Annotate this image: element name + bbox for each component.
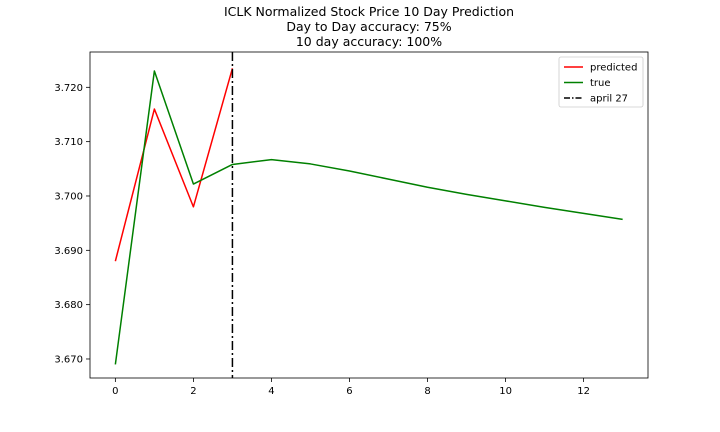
legend-label: true bbox=[590, 78, 611, 89]
y-tick-label: 3.720 bbox=[54, 83, 83, 94]
y-tick-label: 3.690 bbox=[54, 246, 83, 257]
y-tick-label: 3.700 bbox=[54, 191, 83, 202]
legend-box bbox=[558, 56, 644, 108]
x-tick-label: 12 bbox=[577, 386, 590, 397]
x-tick-label: 8 bbox=[424, 386, 430, 397]
chart-title-line-2: Day to Day accuracy: 75% bbox=[286, 19, 451, 34]
x-tick-label: 4 bbox=[268, 386, 274, 397]
x-tick-label: 0 bbox=[112, 386, 118, 397]
chart-title: ICLK Normalized Stock Price 10 Day Predi… bbox=[224, 4, 514, 49]
legend-label: predicted bbox=[590, 63, 637, 74]
legend: predicted true april 27 bbox=[558, 56, 644, 108]
axes-frame bbox=[89, 51, 649, 379]
chart-title-line-3: 10 day accuracy: 100% bbox=[296, 34, 442, 49]
legend-label: april 27 bbox=[590, 94, 628, 105]
y-tick-label: 3.670 bbox=[54, 354, 83, 365]
x-tick-label: 6 bbox=[346, 386, 352, 397]
series-line-predicted bbox=[114, 68, 234, 262]
plot-area: 0 2 4 6 8 10 12 3.670 3.680 3.690 3.700 3.710 3.720 bbox=[54, 51, 649, 397]
y-tick-label: 3.680 bbox=[54, 300, 83, 311]
x-tick-label: 2 bbox=[190, 386, 196, 397]
x-tick-label: 10 bbox=[499, 386, 512, 397]
series-line-true bbox=[114, 70, 623, 365]
y-tick-label: 3.710 bbox=[54, 137, 83, 148]
chart-title-line-1: ICLK Normalized Stock Price 10 Day Predi… bbox=[224, 4, 514, 19]
